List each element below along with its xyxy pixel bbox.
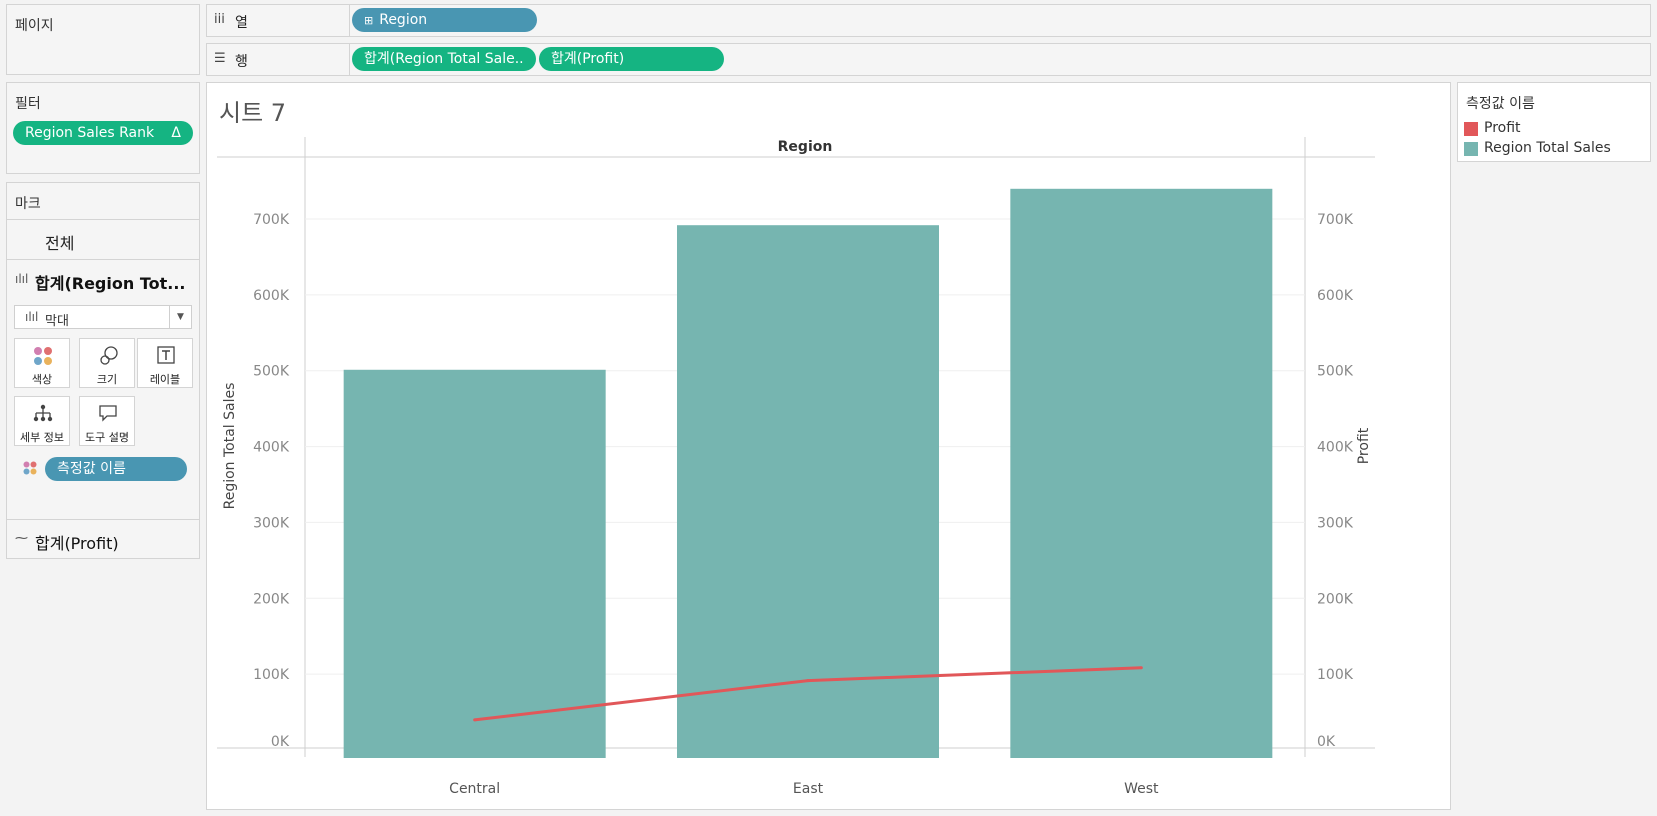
y2-tick-label: 600K <box>1317 288 1354 304</box>
profit-point <box>473 718 477 722</box>
size-icon <box>100 346 118 365</box>
y-tick-label: 600K <box>253 288 290 304</box>
legend-label: Profit <box>1484 120 1521 136</box>
marks-all-tab[interactable]: 전체 <box>7 219 199 259</box>
columns-shelf[interactable]: iii 열 ⊞ Region <box>206 4 1651 37</box>
color-button[interactable]: 색상 <box>14 338 70 388</box>
bar-region-total-sales <box>1010 188 1273 759</box>
marks-sales-tab[interactable]: ılıl 합계(Region Tot... <box>7 259 199 299</box>
columns-label-text: 열 <box>235 15 248 31</box>
color-button-label: 색상 <box>31 373 53 386</box>
profit-point <box>806 679 810 683</box>
sheet-title: 시트 7 <box>219 99 287 127</box>
filter-pill-region-sales-rank[interactable]: Region Sales Rank Δ <box>13 121 193 145</box>
bar-region-total-sales <box>343 369 606 758</box>
profit-point <box>1139 666 1143 670</box>
rows-icon: ☰ <box>214 51 226 66</box>
rows-shelf-label: ☰ 행 <box>207 44 350 75</box>
marks-profit-label: 합계(Profit) <box>35 534 119 553</box>
y2-tick-label: 200K <box>1317 591 1354 607</box>
column-header: Region <box>778 139 833 155</box>
speech-bubble-icon <box>99 405 117 422</box>
y2-tick-label: 300K <box>1317 515 1354 531</box>
text-label-icon <box>157 346 175 364</box>
y-tick-label: 300K <box>253 515 290 531</box>
x-tick-label: West <box>1124 781 1159 797</box>
legend-title: 측정값 이름 <box>1466 96 1535 112</box>
columns-icon: iii <box>214 12 225 27</box>
y2-tick-label: 0K <box>1317 734 1336 750</box>
bar-region-total-sales <box>677 225 939 759</box>
expand-plus-icon[interactable]: ⊞ <box>364 14 374 27</box>
region-pill[interactable]: ⊞ Region <box>352 8 537 32</box>
marks-card: 마크 전체 ılıl 합계(Region Tot... ılıl 막대 ▼ 색상… <box>6 182 200 559</box>
measure-names-pill[interactable]: 측정값 이름 <box>45 457 187 481</box>
bar-chart-icon: ılıl <box>15 272 29 286</box>
tooltip-button-label: 도구 설명 <box>85 431 129 444</box>
detail-hierarchy-icon <box>33 404 53 422</box>
y2-axis-title: Profit <box>1356 427 1372 464</box>
size-button[interactable]: 크기 <box>79 338 135 388</box>
worksheet-view[interactable]: 시트 7 Region 0K 0K 100K 100K 200K 200K 300K 300K 4… <box>206 82 1451 810</box>
color-icon <box>34 347 52 365</box>
marks-sales-label: 합계(Region Tot... <box>35 274 186 293</box>
x-tick-label: East <box>793 781 824 797</box>
y2-tick-label: 400K <box>1317 440 1354 456</box>
combo-chart[interactable]: Region 0K 0K 100K 100K 200K 200K 300K 300K 400K 40… <box>207 83 1452 811</box>
mark-type-value: 막대 <box>45 314 69 329</box>
table-calc-delta-icon: Δ <box>171 125 181 141</box>
region-pill-label: Region <box>379 12 428 28</box>
marks-title: 마크 <box>15 196 41 212</box>
measure-names-pill-label: 측정값 이름 <box>57 461 126 477</box>
mark-type-dropdown[interactable]: ılıl 막대 ▼ <box>14 305 192 329</box>
color-legend: 측정값 이름 Profit Region Total Sales <box>1457 82 1651 162</box>
rows-shelf[interactable]: ☰ 행 합계(Region Total Sale.. 합계(Profit) <box>206 43 1651 76</box>
pages-card: 페이지 <box>6 4 200 75</box>
sales-pill-label: 합계(Region Total Sale.. <box>364 51 524 67</box>
legend-label: Region Total Sales <box>1484 140 1611 156</box>
label-button-label: 레이블 <box>149 373 181 386</box>
legend-swatch <box>1464 122 1478 136</box>
detail-button[interactable]: 세부 정보 <box>14 396 70 446</box>
y-tick-label: 400K <box>253 440 290 456</box>
y2-tick-label: 100K <box>1317 667 1354 683</box>
size-button-label: 크기 <box>96 373 118 386</box>
filter-pill-label: Region Sales Rank <box>25 125 155 141</box>
marks-all-label: 전체 <box>45 234 75 253</box>
marks-profit-tab[interactable]: ⁓ 합계(Profit) <box>7 519 199 559</box>
sum-region-total-sales-pill[interactable]: 합계(Region Total Sale.. <box>352 47 536 71</box>
filters-title: 필터 <box>15 96 41 112</box>
y-axis-title: Region Total Sales <box>222 383 238 510</box>
y-tick-label: 0K <box>271 734 290 750</box>
sum-profit-pill[interactable]: 합계(Profit) <box>539 47 724 71</box>
filters-card: 필터 Region Sales Rank Δ <box>6 82 200 174</box>
y-tick-label: 200K <box>253 591 290 607</box>
chevron-down-icon[interactable]: ▼ <box>169 306 191 328</box>
label-button[interactable]: 레이블 <box>137 338 193 388</box>
y-tick-label: 100K <box>253 667 290 683</box>
profit-pill-label: 합계(Profit) <box>551 51 625 67</box>
color-icon <box>23 461 37 475</box>
pages-title: 페이지 <box>15 18 54 34</box>
line-chart-icon: ⁓ <box>15 531 28 546</box>
x-tick-label: Central <box>449 781 500 797</box>
tooltip-button[interactable]: 도구 설명 <box>79 396 135 446</box>
columns-shelf-label: iii 열 <box>207 5 350 36</box>
detail-button-label: 세부 정보 <box>20 431 64 444</box>
legend-swatch <box>1464 142 1478 156</box>
rows-label-text: 행 <box>235 54 248 70</box>
y-tick-label: 700K <box>253 212 290 228</box>
y2-tick-label: 500K <box>1317 364 1354 380</box>
bar-chart-icon: ılıl <box>25 310 39 324</box>
y-tick-label: 500K <box>253 364 290 380</box>
y2-tick-label: 700K <box>1317 212 1354 228</box>
